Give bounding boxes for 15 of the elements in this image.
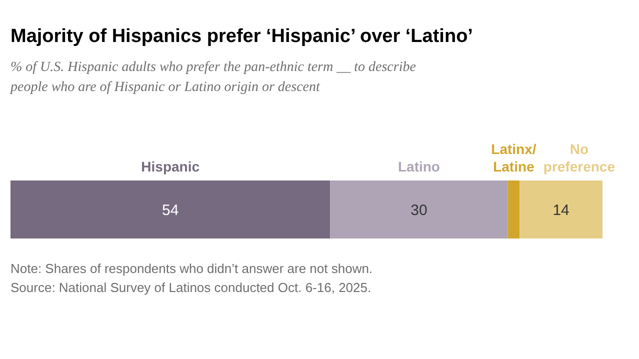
text: Note: Shares of respondents who didn’t answer are not shown. bbox=[10, 261, 373, 276]
bar bbox=[10, 180, 330, 238]
chart-subtitle: % of U.S. Hispanic adults who prefer the pan-ethnic term __ to describe people who are of Hispanic or Latino origin or descent bbox=[10, 60, 416, 95]
data-label: 14 bbox=[552, 202, 570, 219]
source-note: Source: National Survey of Latinos conducted Oct. 6-16, 2025. bbox=[10, 280, 372, 295]
bar bbox=[508, 180, 520, 238]
series-label: Hispanic bbox=[141, 158, 200, 174]
series-label: No preference bbox=[543, 140, 616, 174]
series-label: Latino bbox=[398, 158, 440, 174]
chart-title: Majority of Hispanics prefer ‘Hispanic’ over ‘Latino’ bbox=[10, 26, 473, 47]
series-label: Latinx/Latine bbox=[491, 140, 536, 174]
bar bbox=[330, 180, 508, 238]
bar bbox=[520, 180, 602, 238]
data-label: 30 bbox=[410, 202, 428, 219]
data-label: 54 bbox=[162, 202, 179, 219]
